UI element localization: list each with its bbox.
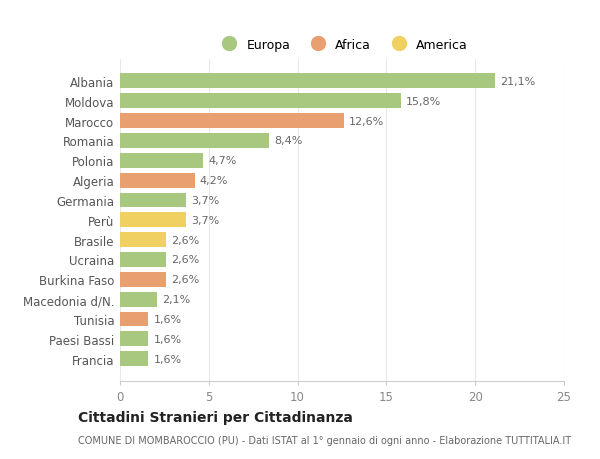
Bar — [120, 74, 495, 89]
Bar — [120, 193, 186, 208]
Text: COMUNE DI MOMBAROCCIO (PU) - Dati ISTAT al 1° gennaio di ogni anno - Elaborazion: COMUNE DI MOMBAROCCIO (PU) - Dati ISTAT … — [78, 435, 571, 445]
Text: 1,6%: 1,6% — [154, 334, 182, 344]
Bar — [120, 213, 186, 228]
Bar — [120, 134, 269, 149]
Bar — [120, 292, 157, 307]
Text: 1,6%: 1,6% — [154, 314, 182, 325]
Text: 12,6%: 12,6% — [349, 116, 385, 126]
Text: 2,6%: 2,6% — [172, 275, 200, 285]
Text: 3,7%: 3,7% — [191, 215, 219, 225]
Text: 15,8%: 15,8% — [406, 96, 441, 106]
Bar — [120, 312, 148, 327]
Bar — [120, 272, 166, 287]
Text: 2,6%: 2,6% — [172, 235, 200, 245]
Text: 4,7%: 4,7% — [209, 156, 237, 166]
Text: 3,7%: 3,7% — [191, 196, 219, 206]
Bar — [120, 174, 194, 188]
Text: 2,1%: 2,1% — [163, 295, 191, 304]
Text: 8,4%: 8,4% — [275, 136, 303, 146]
Bar — [120, 352, 148, 366]
Text: 21,1%: 21,1% — [500, 77, 535, 87]
Bar — [120, 252, 166, 267]
Text: Cittadini Stranieri per Cittadinanza: Cittadini Stranieri per Cittadinanza — [78, 411, 353, 425]
Text: 4,2%: 4,2% — [200, 176, 228, 186]
Text: 1,6%: 1,6% — [154, 354, 182, 364]
Legend: Europa, Africa, America: Europa, Africa, America — [211, 34, 473, 57]
Bar — [120, 114, 344, 129]
Bar — [120, 332, 148, 347]
Bar — [120, 153, 203, 168]
Bar — [120, 233, 166, 247]
Bar — [120, 94, 401, 109]
Text: 2,6%: 2,6% — [172, 255, 200, 265]
